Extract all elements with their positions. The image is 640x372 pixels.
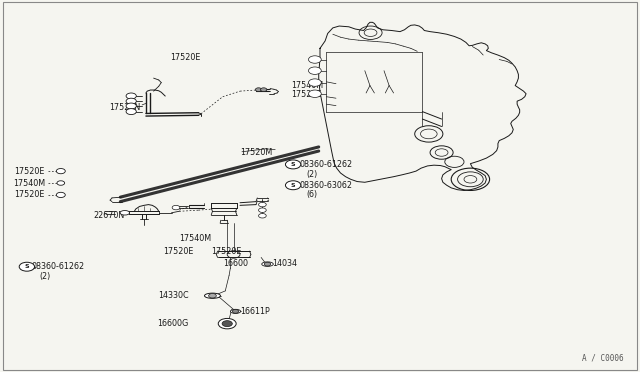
Circle shape <box>308 79 321 86</box>
Ellipse shape <box>262 262 273 266</box>
Text: 17520E: 17520E <box>211 247 241 256</box>
Circle shape <box>126 93 136 99</box>
Circle shape <box>126 98 136 104</box>
Circle shape <box>259 214 266 218</box>
Circle shape <box>308 67 321 74</box>
Circle shape <box>259 208 266 212</box>
Text: 08360-61262: 08360-61262 <box>32 262 85 271</box>
Circle shape <box>172 205 180 210</box>
Circle shape <box>308 90 321 97</box>
Text: S: S <box>24 264 29 269</box>
Text: A / C0006: A / C0006 <box>582 354 624 363</box>
Text: 16600G: 16600G <box>157 319 189 328</box>
Text: 16611P: 16611P <box>240 307 269 316</box>
Text: 08360-63062: 08360-63062 <box>300 181 353 190</box>
Text: S: S <box>291 162 296 167</box>
Circle shape <box>126 109 136 115</box>
Text: 17520E: 17520E <box>170 53 201 62</box>
Text: 14330C: 14330C <box>158 291 189 300</box>
Text: 08360-61262: 08360-61262 <box>300 160 353 169</box>
Text: 17520E: 17520E <box>163 247 193 256</box>
Circle shape <box>209 294 216 298</box>
Text: 17520M: 17520M <box>240 148 272 157</box>
Text: (2): (2) <box>306 170 317 179</box>
Circle shape <box>259 202 266 207</box>
Circle shape <box>232 310 239 313</box>
Text: 22670N: 22670N <box>93 211 125 220</box>
Circle shape <box>56 192 65 198</box>
Ellipse shape <box>205 293 220 298</box>
Circle shape <box>285 181 301 190</box>
Ellipse shape <box>230 310 241 313</box>
Text: 17520E: 17520E <box>15 190 45 199</box>
Circle shape <box>255 88 262 92</box>
Text: (2): (2) <box>40 272 51 281</box>
Text: 17540M: 17540M <box>13 179 45 187</box>
Ellipse shape <box>120 211 130 215</box>
Circle shape <box>19 262 35 271</box>
Circle shape <box>308 56 321 63</box>
Text: 17520N: 17520N <box>109 103 141 112</box>
Circle shape <box>264 262 271 266</box>
Text: S: S <box>291 183 296 188</box>
Text: 17540M: 17540M <box>179 234 211 243</box>
Text: 14034: 14034 <box>272 259 297 267</box>
Circle shape <box>218 318 236 329</box>
Circle shape <box>126 103 136 109</box>
Text: 17540M: 17540M <box>291 81 323 90</box>
Text: 17520E: 17520E <box>15 167 45 176</box>
Circle shape <box>285 160 301 169</box>
Text: 17520E: 17520E <box>291 90 321 99</box>
Circle shape <box>56 169 65 174</box>
Text: (6): (6) <box>306 190 317 199</box>
Text: 16600: 16600 <box>223 259 248 267</box>
Circle shape <box>57 181 65 185</box>
Circle shape <box>222 321 232 327</box>
Circle shape <box>260 88 267 92</box>
